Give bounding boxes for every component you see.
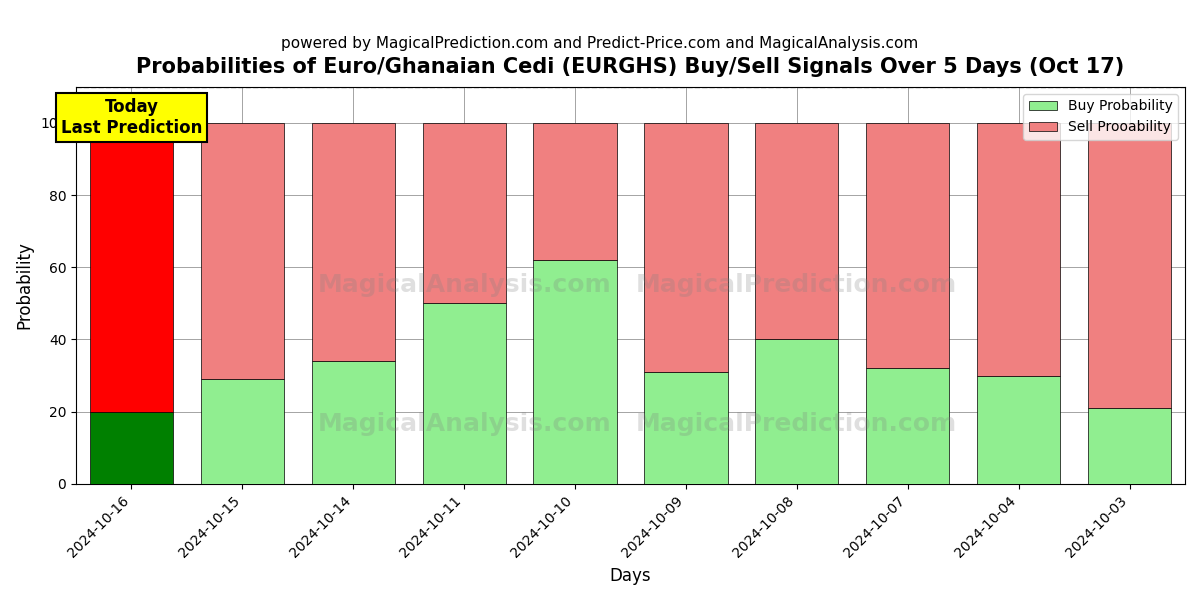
Bar bbox=[312, 123, 395, 361]
Bar bbox=[866, 368, 949, 484]
Bar bbox=[644, 372, 727, 484]
Bar bbox=[977, 376, 1061, 484]
Bar bbox=[90, 123, 173, 412]
Bar bbox=[200, 123, 284, 379]
Y-axis label: Probability: Probability bbox=[14, 241, 32, 329]
Title: Probabilities of Euro/Ghanaian Cedi (EURGHS) Buy/Sell Signals Over 5 Days (Oct 1: Probabilities of Euro/Ghanaian Cedi (EUR… bbox=[137, 57, 1124, 77]
Bar bbox=[422, 304, 505, 484]
Bar bbox=[200, 379, 284, 484]
Legend: Buy Probability, Sell Prooability: Buy Probability, Sell Prooability bbox=[1024, 94, 1178, 140]
Bar bbox=[534, 260, 617, 484]
Bar bbox=[866, 123, 949, 368]
Bar bbox=[422, 123, 505, 304]
Text: MagicalAnalysis.com: MagicalAnalysis.com bbox=[317, 274, 611, 298]
Bar bbox=[1088, 123, 1171, 408]
Text: powered by MagicalPrediction.com and Predict-Price.com and MagicalAnalysis.com: powered by MagicalPrediction.com and Pre… bbox=[281, 36, 919, 51]
Bar bbox=[644, 123, 727, 372]
Bar bbox=[534, 123, 617, 260]
Bar bbox=[977, 123, 1061, 376]
Text: Today
Last Prediction: Today Last Prediction bbox=[61, 98, 202, 137]
Bar bbox=[755, 123, 839, 340]
Text: MagicalPrediction.com: MagicalPrediction.com bbox=[636, 274, 958, 298]
Bar bbox=[312, 361, 395, 484]
Bar bbox=[90, 412, 173, 484]
Bar bbox=[755, 340, 839, 484]
Text: MagicalAnalysis.com: MagicalAnalysis.com bbox=[317, 412, 611, 436]
X-axis label: Days: Days bbox=[610, 567, 652, 585]
Bar bbox=[1088, 408, 1171, 484]
Text: MagicalPrediction.com: MagicalPrediction.com bbox=[636, 412, 958, 436]
